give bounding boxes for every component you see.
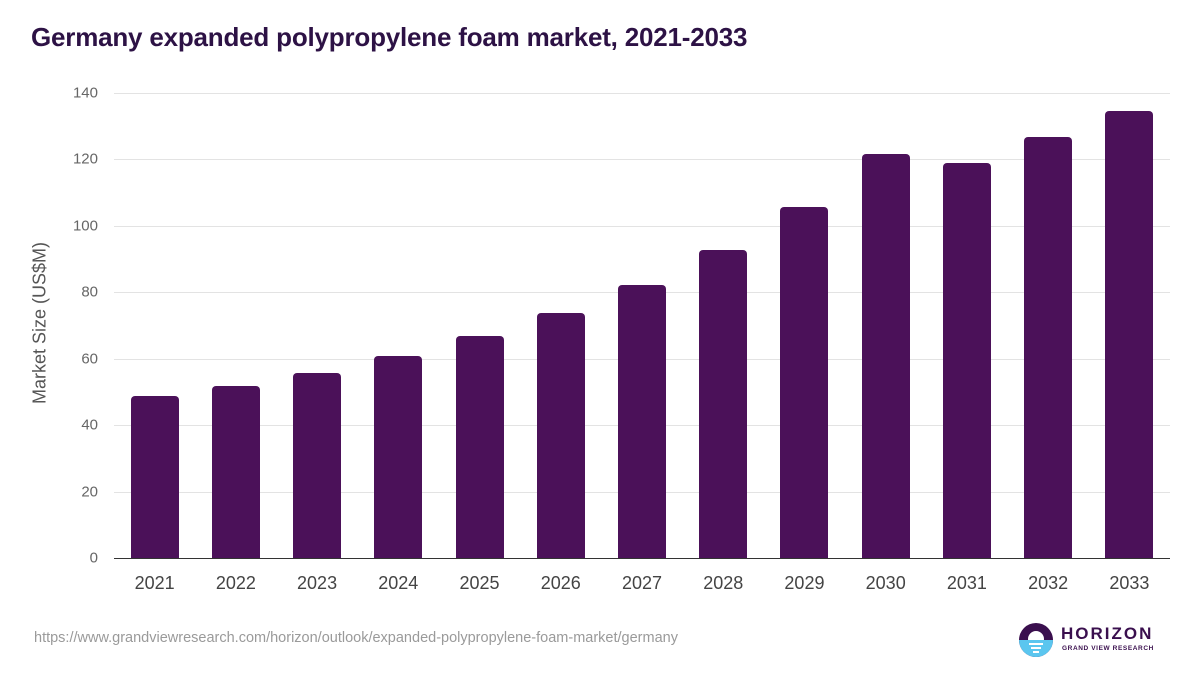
bar-2021[interactable]	[130, 395, 179, 558]
bar-2025[interactable]	[455, 336, 504, 558]
bar-2024[interactable]	[374, 356, 423, 558]
logo-subtitle: GRAND VIEW RESEARCH	[1062, 645, 1154, 652]
y-tick-label: 0	[89, 549, 98, 567]
bar-2031[interactable]	[942, 163, 991, 558]
bar-2023[interactable]	[293, 373, 342, 558]
x-tick-label: 2027	[621, 573, 663, 593]
x-tick-label: 2028	[703, 573, 744, 593]
horizon-logo-icon	[1019, 623, 1053, 657]
horizon-logo: HORIZON GRAND VIEW RESEARCH	[1019, 622, 1159, 658]
gridline	[114, 93, 1170, 94]
x-tick-label: 2025	[459, 573, 500, 593]
x-tick-label: 2021	[134, 573, 175, 593]
x-tick-label: 2022	[215, 573, 256, 593]
x-tick-label: 2031	[946, 573, 987, 593]
x-tick-label: 2032	[1028, 573, 1069, 593]
x-tick-label: 2030	[865, 573, 906, 593]
y-axis-label: Market Size (US$M)	[29, 241, 50, 405]
x-tick-label: 2029	[784, 573, 825, 593]
bar-2029[interactable]	[780, 206, 829, 558]
gridline	[114, 225, 1170, 227]
x-tick-label: 2033	[1109, 573, 1150, 593]
source-url: https://www.grandviewresearch.com/horizo…	[34, 630, 678, 646]
gridline	[114, 159, 1170, 161]
chart-title: Germany expanded polypropylene foam mark…	[31, 22, 748, 52]
x-tick-label: 2024	[378, 573, 419, 593]
logo-name: HORIZON	[1061, 624, 1154, 643]
x-axis-line	[114, 558, 1170, 559]
x-tick-label: 2023	[297, 573, 338, 593]
x-tick-label: 2026	[540, 573, 581, 593]
bar-2022[interactable]	[211, 385, 260, 558]
bar-2028[interactable]	[699, 250, 748, 558]
plot-area: 0 20 40 60 80 100 120 140 2021 2022 2023 2024 2025 20…	[73, 85, 1170, 593]
bar-2027[interactable]	[618, 284, 666, 558]
y-tick-label: 120	[72, 150, 98, 168]
bar-2032[interactable]	[1024, 136, 1073, 558]
bar-2030[interactable]	[861, 154, 910, 558]
y-tick-label: 100	[72, 217, 98, 235]
y-tick-label: 20	[81, 483, 98, 501]
y-tick-label: 140	[72, 84, 98, 102]
bar-2033[interactable]	[1105, 110, 1154, 558]
y-tick-label: 80	[81, 283, 98, 301]
y-tick-label: 60	[81, 350, 98, 368]
bar-2026[interactable]	[536, 312, 585, 558]
y-tick-label: 40	[81, 416, 98, 434]
